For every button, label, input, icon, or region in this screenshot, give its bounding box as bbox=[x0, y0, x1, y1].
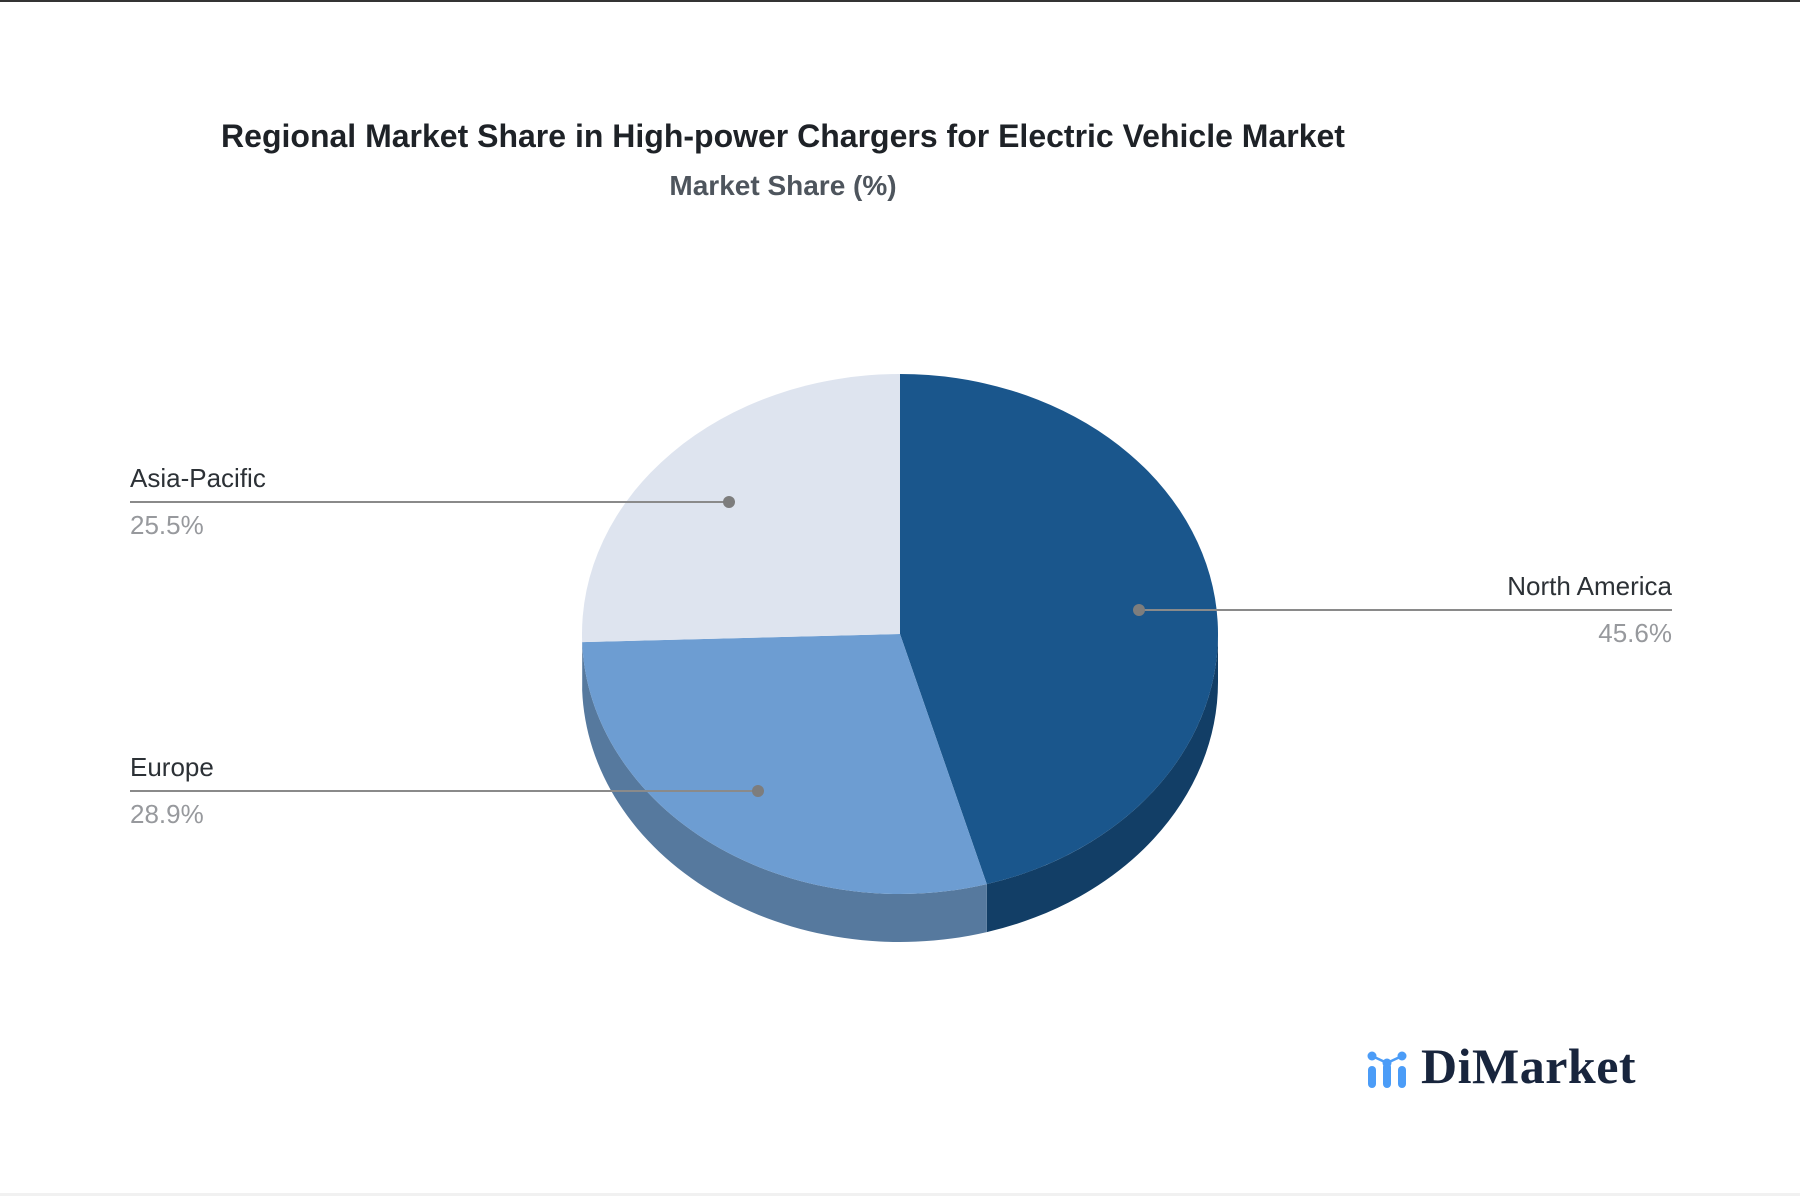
pie-side-north-america bbox=[986, 634, 1218, 933]
callout-dot-asia-pacific bbox=[723, 496, 735, 508]
dimarket-logo: DiMarket bbox=[1366, 1038, 1637, 1094]
chart-title: Regional Market Share in High-power Char… bbox=[221, 118, 1345, 154]
bar-line-chart-icon bbox=[1367, 1051, 1407, 1088]
pie-slice-north-america bbox=[900, 373, 1219, 885]
callout-value-europe: 28.9% bbox=[130, 799, 204, 829]
callout-label-europe: Europe bbox=[130, 752, 214, 782]
pie-slice-europe bbox=[582, 634, 987, 895]
callout-label-north-america: North America bbox=[1507, 571, 1672, 601]
pie-slice-asia-pacific bbox=[582, 374, 900, 643]
callout-label-asia-pacific: Asia-Pacific bbox=[130, 463, 266, 493]
callout-value-asia-pacific: 25.5% bbox=[130, 510, 204, 540]
pie-side-europe bbox=[582, 642, 987, 943]
callout-dot-europe bbox=[752, 785, 764, 797]
logo-text: DiMarket bbox=[1421, 1038, 1637, 1094]
callout-value-north-america: 45.6% bbox=[1598, 618, 1672, 648]
chart-subtitle: Market Share (%) bbox=[669, 170, 897, 201]
callout-dot-north-america bbox=[1133, 604, 1145, 616]
